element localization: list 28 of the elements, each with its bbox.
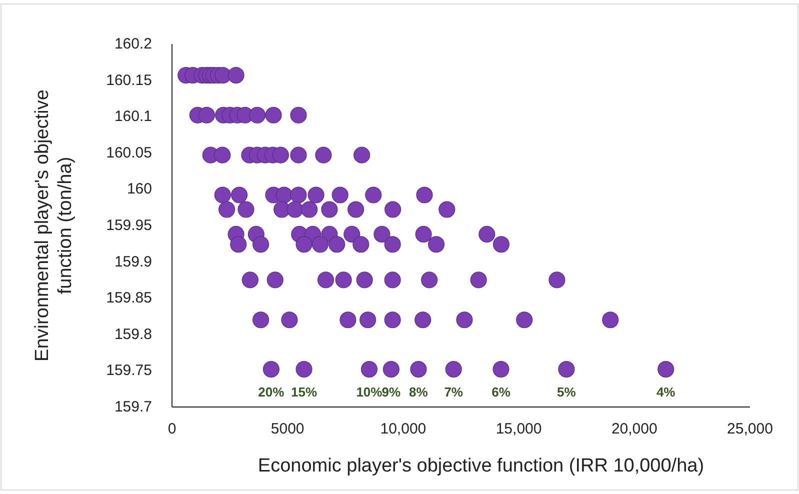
annotation: 7% xyxy=(444,384,464,400)
annotation: 15% xyxy=(291,384,318,400)
annotation: 4% xyxy=(656,384,676,400)
y-tick-label: 159.8 xyxy=(114,326,152,343)
annotation: 6% xyxy=(492,384,511,400)
y-tick-label: 160.05 xyxy=(106,144,152,162)
x-tick-label: 15,000 xyxy=(496,420,542,438)
annotation: 10% xyxy=(356,384,383,400)
x-tick-label: 10,000 xyxy=(380,420,426,438)
x-tick-label: 0 xyxy=(168,420,176,438)
y-tick-label: 159.95 xyxy=(106,217,152,234)
y-axis-title: Environmental player's objective function (ton/ha) xyxy=(32,90,76,362)
y-tick-label: 160.2 xyxy=(114,36,152,52)
y-tick-label: 159.7 xyxy=(114,398,152,416)
y-tick-label: 160 xyxy=(126,180,152,198)
y-tick-label: 159.9 xyxy=(114,253,152,270)
annotation: 20% xyxy=(258,384,285,400)
annotation: 8% xyxy=(409,384,428,400)
y-tick-label: 160.1 xyxy=(114,108,152,126)
x-axis-title: Economic player's objective function (IRR 10,000/ha) xyxy=(258,456,704,476)
y-tick-label: 160.15 xyxy=(106,72,152,89)
x-tick-label: 20,000 xyxy=(611,420,658,438)
x-tick-label: 5000 xyxy=(270,420,304,438)
x-tick-label: 25,000 xyxy=(727,420,773,438)
y-tick-label: 159.75 xyxy=(106,362,152,380)
annotation: 9% xyxy=(382,384,402,400)
y-tick-label: 159.85 xyxy=(106,290,152,307)
annotation: 5% xyxy=(557,384,576,400)
